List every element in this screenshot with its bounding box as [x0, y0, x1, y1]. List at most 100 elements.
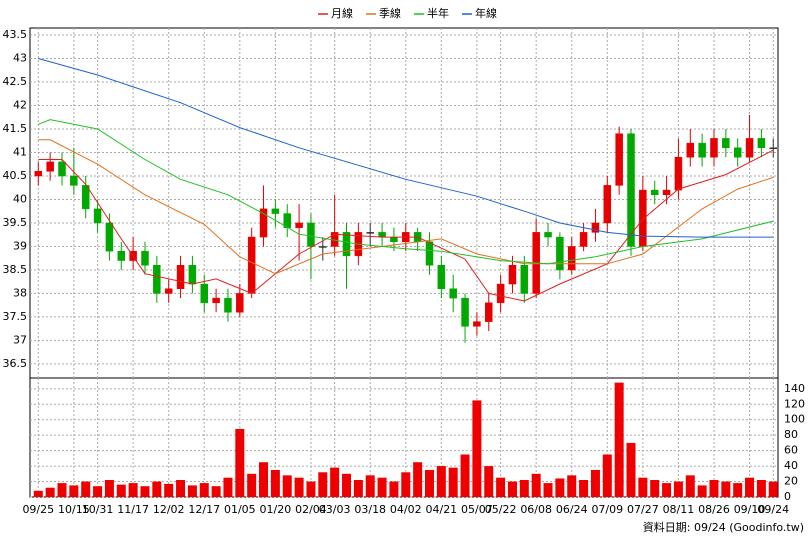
candle-body [176, 264, 185, 289]
x-tick-label: 06/08 [520, 503, 552, 516]
y-tick-label: 41 [13, 145, 27, 158]
candle-body [496, 283, 505, 304]
candle-body [307, 222, 315, 247]
x-tick-label: 08/11 [663, 503, 695, 516]
x-tick-label: 12/02 [153, 503, 185, 516]
candle-body [662, 189, 671, 196]
y-tick-label: 37 [13, 333, 27, 346]
y-tick-label: 38.5 [3, 263, 28, 276]
volume-bar [614, 382, 624, 497]
volume-bar [721, 481, 731, 497]
candle-body [295, 222, 303, 228]
x-tick-label: 09/24 [757, 503, 789, 516]
y-tick-label: 43.5 [3, 28, 28, 41]
volume-bar [567, 475, 577, 497]
volume-bar [223, 477, 233, 497]
x-tick-label: 02/04 [295, 503, 327, 516]
candle-body [733, 147, 742, 158]
x-tick-label: 06/24 [556, 503, 588, 516]
candle-body [70, 175, 78, 186]
x-tick-label: 07/27 [627, 503, 659, 516]
volume-bar [69, 485, 79, 497]
volume-bar [543, 483, 553, 497]
volume-bar [555, 478, 565, 497]
volume-bar [579, 480, 589, 497]
y-tick-label: 38 [13, 286, 27, 299]
volume-bar [436, 466, 446, 497]
volume-bar [697, 485, 707, 497]
x-tick-label: 09/25 [22, 503, 54, 516]
volume-bar [330, 467, 340, 497]
candle-body [556, 236, 564, 271]
volume-bar [318, 472, 328, 497]
x-tick-label: 03/18 [354, 503, 386, 516]
y-tick-label: 39 [13, 239, 27, 252]
candle-body [437, 264, 446, 289]
volume-bar [270, 469, 280, 497]
ma-line [38, 119, 774, 265]
candle-body [650, 189, 659, 196]
candle-body [34, 171, 43, 177]
legend-label: 半年 [427, 6, 449, 20]
volume-bar [733, 483, 743, 497]
volume-bar [140, 486, 150, 497]
y-tick-label: 36.5 [3, 357, 28, 370]
volume-bar [93, 486, 103, 497]
volume-bar [187, 485, 197, 497]
candle-body [141, 250, 149, 266]
candle-body [473, 321, 481, 327]
volume-bar [81, 481, 91, 497]
footer: 資料日期: 09/24 (Goodinfo.tw) [643, 520, 804, 534]
volume-bar [460, 454, 470, 497]
x-tick-label: 04/02 [390, 503, 422, 516]
volume-bar [496, 477, 506, 497]
candle-body [271, 208, 280, 214]
candle-body [591, 222, 600, 233]
volume-bar [306, 481, 316, 497]
volume-bar [353, 480, 363, 497]
y-tick-label: 60 [784, 444, 798, 457]
legend-label: 年線 [475, 6, 497, 20]
volume-bar [152, 481, 162, 497]
volume-bar [104, 480, 114, 497]
volume-bar [413, 462, 423, 497]
ma-line [38, 139, 774, 275]
volume-bar [590, 469, 600, 497]
candle-body [153, 264, 161, 294]
volume-bar [294, 477, 304, 497]
y-tick-label: 40 [784, 459, 798, 472]
volume-bar [472, 400, 482, 497]
volume-bar [365, 475, 375, 497]
candle-body [639, 189, 647, 247]
candle-body [603, 185, 612, 224]
volume-bar [448, 467, 458, 497]
candle-body [378, 232, 386, 238]
candle-body [544, 232, 552, 238]
candle-body [710, 138, 718, 158]
volume-bar [424, 469, 434, 497]
volume-bar [484, 466, 494, 497]
volume-bar [33, 490, 43, 497]
legend-label: 月線 [331, 6, 353, 20]
x-tick-label: 05/07 [461, 503, 493, 516]
candle-body [520, 264, 529, 294]
candle-body [425, 241, 434, 266]
candle-body [105, 222, 114, 252]
y-tick-label: 42.5 [3, 75, 28, 88]
legend-label: 季線 [379, 6, 401, 20]
volume-bar [662, 483, 672, 497]
candle-body [627, 133, 635, 247]
candle-body [390, 236, 398, 243]
volume-bar [685, 475, 695, 497]
candle-body [769, 147, 778, 150]
x-tick-label: 01/05 [224, 503, 256, 516]
candle-body [567, 246, 576, 271]
volume-bar [673, 481, 683, 497]
candle-body [485, 302, 493, 322]
candle-body [247, 236, 256, 294]
candle-body [698, 142, 706, 158]
volume-bar [507, 481, 517, 497]
y-tick-label: 0 [784, 490, 791, 503]
candle-body [117, 250, 126, 261]
volume-bar [259, 462, 269, 497]
